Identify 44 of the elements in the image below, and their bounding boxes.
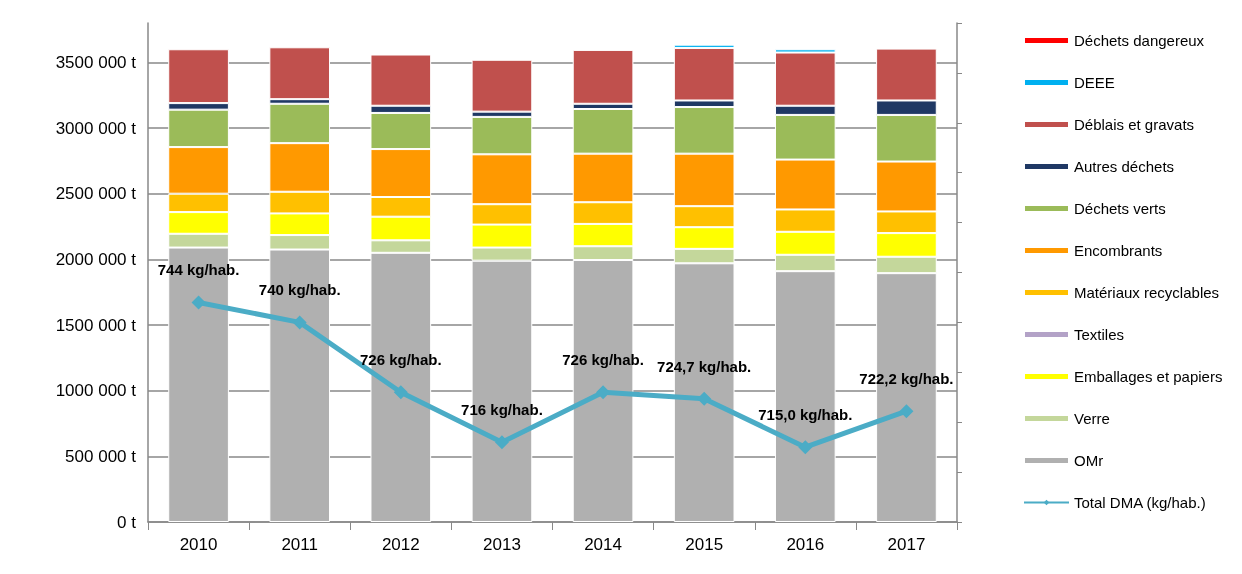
point bbox=[292, 315, 307, 330]
point bbox=[494, 435, 509, 450]
x-tick-label: 2011 bbox=[281, 535, 318, 554]
legend-label: Déchets verts bbox=[1074, 200, 1166, 217]
y-tick-label: 2500 000 t bbox=[55, 184, 137, 204]
y-tick-label: 1500 000 t bbox=[55, 315, 137, 335]
data-label: 740 kg/hab. bbox=[258, 281, 341, 299]
data-label: 715,0 kg/hab. bbox=[758, 406, 853, 424]
point bbox=[191, 295, 206, 310]
x-tick-label: 2013 bbox=[483, 535, 521, 554]
y-tick-label: 0 t bbox=[117, 512, 137, 532]
y-tick-label: 3000 000 t bbox=[55, 118, 137, 138]
y-tick-label: 3500 000 t bbox=[55, 52, 137, 72]
data-label: 726 kg/hab. bbox=[359, 351, 442, 369]
legend-label: Déblais et gravats bbox=[1074, 116, 1195, 133]
x-tick-label: 2010 bbox=[179, 535, 218, 554]
point bbox=[899, 404, 914, 419]
bar bbox=[269, 47, 331, 100]
legend-label: DEEE bbox=[1074, 74, 1115, 91]
legend-label: Encombrants bbox=[1074, 242, 1163, 259]
x-tick-label: 2016 bbox=[786, 535, 825, 554]
y-tick-label: 1000 000 t bbox=[55, 381, 137, 401]
point bbox=[393, 385, 408, 400]
legend-label: Matériaux recyclables bbox=[1074, 284, 1220, 301]
legend-label: Total DMA (kg/hab.) bbox=[1074, 494, 1206, 511]
x-tick-label: 2015 bbox=[685, 535, 724, 554]
data-label: 724,7 kg/hab. bbox=[657, 357, 752, 375]
legend-label: Textiles bbox=[1074, 326, 1125, 343]
y-tick-label: 2000 000 t bbox=[55, 249, 137, 269]
data-label: 722,2 kg/hab. bbox=[859, 370, 954, 388]
point bbox=[697, 391, 712, 406]
x-tick-label: 2012 bbox=[381, 535, 420, 554]
data-label: 726 kg/hab. bbox=[562, 351, 644, 369]
legend-label: Verre bbox=[1074, 410, 1110, 427]
x-tick-label: 2014 bbox=[584, 535, 622, 554]
x-tick-label: 2017 bbox=[887, 535, 926, 554]
legend-label: Autres déchets bbox=[1074, 158, 1175, 175]
legend-label: Déchets dangereux bbox=[1074, 32, 1205, 49]
data-label: 716 kg/hab. bbox=[461, 401, 543, 419]
legend-label: OMr bbox=[1074, 452, 1104, 469]
legend-label: Emballages et papiers bbox=[1074, 368, 1223, 385]
point bbox=[798, 440, 813, 455]
data-label: 744 kg/hab. bbox=[157, 261, 240, 279]
y-tick-label: 500 000 t bbox=[65, 446, 137, 466]
